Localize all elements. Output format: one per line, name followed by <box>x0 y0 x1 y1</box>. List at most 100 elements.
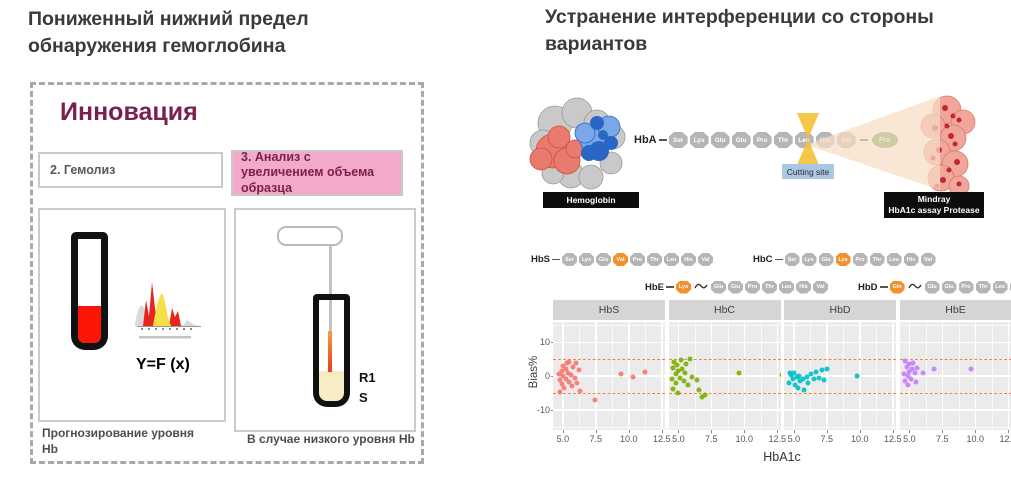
gridline <box>694 322 696 430</box>
gridline <box>579 322 581 430</box>
x-tick-label: 7.5 <box>936 434 949 444</box>
data-point <box>931 366 937 372</box>
residue-bead: Leu <box>664 253 679 266</box>
x-tick-label: 5.0 <box>903 434 916 444</box>
data-point <box>800 376 806 382</box>
x-tick-label: 12.5 <box>652 434 671 444</box>
variant-chain-hbc: HbC Ser Lys Glu Lys 6 Pro Thr Leu His Val <box>753 253 936 266</box>
data-point <box>909 366 915 372</box>
facet-panel-hbs <box>553 322 665 430</box>
gridline <box>784 409 896 411</box>
data-point <box>808 371 814 377</box>
gridline <box>668 409 781 411</box>
s-label: S <box>359 390 368 405</box>
protease-label: Mindray HbA1c assay Protease <box>884 192 984 218</box>
data-point <box>794 374 800 380</box>
residue-bead: Val <box>920 253 936 266</box>
residue-bead: Thr <box>762 280 777 294</box>
data-point <box>796 373 802 379</box>
gridline <box>776 322 778 430</box>
residue-bead: His <box>903 253 919 266</box>
facet-panel-hbc <box>668 322 781 430</box>
residue-bead: Glu <box>710 132 730 148</box>
residue-bead: Leu <box>886 253 902 266</box>
gridline <box>784 375 896 377</box>
data-point <box>797 378 803 384</box>
gridline <box>668 325 781 327</box>
residue-bead: Thr <box>975 280 991 294</box>
variant-chain-label: HbE <box>645 281 664 293</box>
data-point <box>556 371 562 377</box>
gridline <box>668 341 781 344</box>
residue-bead: Val 6 <box>613 253 628 266</box>
residue-position: 6 <box>618 266 623 272</box>
data-point <box>630 374 636 380</box>
x-tick-label: 7.5 <box>820 434 834 444</box>
data-point <box>563 376 569 382</box>
residue-bead: Glu <box>731 132 751 148</box>
residue-bead: Glu <box>818 253 834 266</box>
residue-bead: Thr <box>647 253 662 266</box>
reference-line <box>784 359 896 361</box>
residue-bead: Ser <box>668 132 688 148</box>
gridline <box>1007 322 1009 430</box>
data-point <box>572 375 578 381</box>
reference-line <box>784 392 896 394</box>
residue-bead: Pro <box>752 132 772 148</box>
data-point <box>902 358 908 364</box>
x-tick-label: 10.0 <box>850 434 869 444</box>
gridline <box>710 322 713 430</box>
variant-chain-hbd: HbDGln121GluGluProThrLeuHisVal <box>858 278 1011 296</box>
gridline <box>553 426 665 428</box>
pipette-tip <box>328 331 332 372</box>
data-point <box>795 385 801 391</box>
data-point <box>904 364 910 370</box>
data-point <box>674 362 680 368</box>
data-point <box>786 380 792 386</box>
gridline <box>892 322 894 430</box>
variant-chain-label: HbS <box>531 254 550 265</box>
facet-strip-hbs: HbS <box>553 300 665 320</box>
gridline <box>826 322 828 430</box>
data-point <box>566 359 572 365</box>
gridline <box>727 322 729 430</box>
variant-chain-label: HbC <box>753 254 773 265</box>
residue-bead: Leu <box>992 280 1008 294</box>
reference-line <box>553 359 665 361</box>
chain-connector <box>658 139 667 141</box>
pipette-stem <box>329 245 332 333</box>
residue-position: 6 <box>841 266 845 272</box>
test-tube <box>71 232 108 350</box>
x-tick-mark <box>826 430 828 433</box>
y-tick-label: 10 <box>539 337 550 348</box>
data-point <box>569 383 575 389</box>
gridline <box>876 322 878 430</box>
x-tick-label: 12.5 <box>768 434 786 444</box>
x-tick-label: 12.5 <box>883 434 902 444</box>
residue-bead: Pro <box>745 280 760 294</box>
volume-step-label: 3. Анализ с увеличением объема образца <box>241 149 375 195</box>
data-point <box>557 377 563 383</box>
gridline <box>958 322 960 430</box>
data-point <box>618 371 624 377</box>
variant-bias-chart: Bias% HbA1c 10 0 -10 HbS 5.0 7.5 10.0 12.5 HbC 5.… <box>520 298 1011 497</box>
data-point <box>681 378 687 384</box>
chain-linker-squiggle <box>694 278 708 296</box>
x-tick-mark <box>628 430 630 433</box>
data-point <box>670 365 676 371</box>
residue-bead: Pro <box>852 253 868 266</box>
x-tick-label: 5.0 <box>556 434 570 444</box>
data-point <box>561 385 567 391</box>
data-point <box>565 370 571 376</box>
x-tick-mark <box>942 430 944 433</box>
data-point <box>682 370 688 376</box>
data-point <box>824 366 830 372</box>
data-point <box>671 359 677 365</box>
reference-line <box>668 359 781 361</box>
facet-strip-hbd: HbD <box>784 300 896 320</box>
residue-bead: Val <box>698 253 713 266</box>
data-point <box>673 371 679 377</box>
gridline <box>553 325 665 327</box>
data-point <box>792 382 798 388</box>
residue-bead: His <box>796 280 811 294</box>
